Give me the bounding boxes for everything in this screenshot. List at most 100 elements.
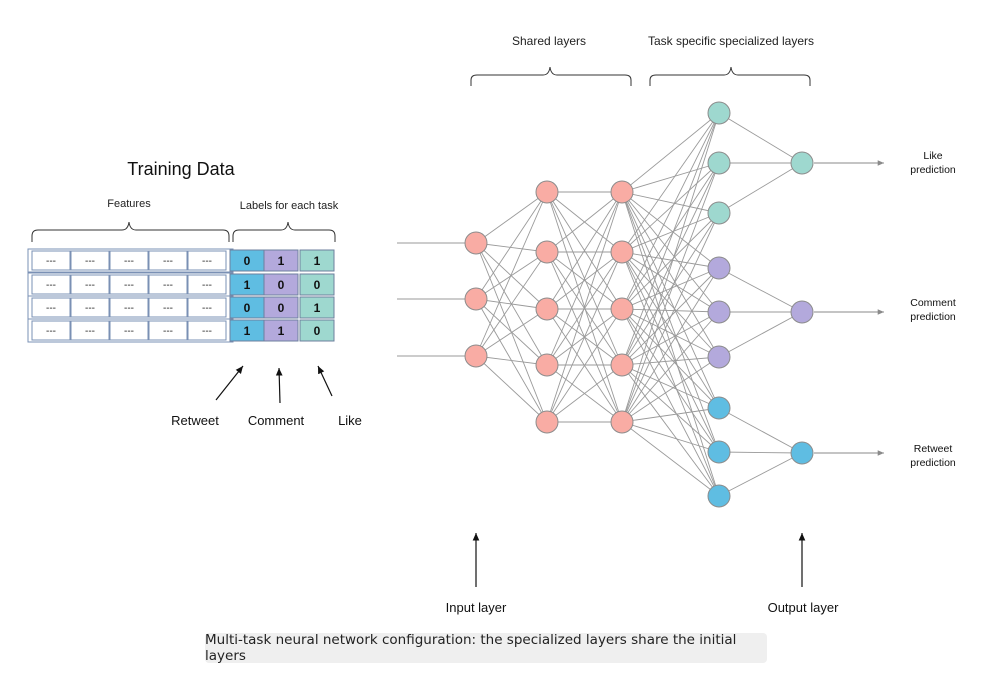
specialized-node: [707, 300, 731, 324]
feature-cell: [148, 274, 188, 295]
network-edge: [621, 112, 720, 310]
labels-label: Labels for each task: [240, 200, 339, 212]
network-edge: [718, 311, 803, 358]
input-node: [464, 231, 488, 255]
network-edge: [718, 452, 803, 497]
input-layer-label: Input layer: [446, 600, 507, 615]
feature-cell: [148, 320, 188, 341]
network-edge: [546, 251, 623, 310]
network-edge: [621, 421, 720, 453]
label-value: 1: [244, 324, 251, 338]
network-edge: [718, 267, 803, 313]
feature-value: ---: [202, 303, 212, 314]
label-cell: [299, 296, 335, 319]
label-cell: [263, 249, 299, 272]
specialized-node: [707, 256, 731, 280]
network-edge: [546, 191, 623, 253]
network-edge: [621, 267, 720, 423]
network-edge: [621, 212, 720, 423]
feature-cell: [148, 297, 188, 318]
network-edge: [621, 251, 720, 269]
network-edge: [621, 191, 720, 214]
shared-node: [610, 180, 634, 204]
network-edge: [475, 251, 548, 300]
network-edge: [475, 242, 548, 253]
label-value: 0: [244, 254, 251, 268]
network-edge: [621, 191, 720, 453]
feature-value: ---: [85, 326, 95, 337]
feature-value: ---: [85, 303, 95, 314]
network-edge: [621, 308, 720, 497]
label-value: 0: [314, 324, 321, 338]
network-edge: [546, 364, 623, 423]
shared-node: [535, 297, 559, 321]
task-layers-label: Task specific specialized layers: [648, 34, 814, 48]
network-edge: [621, 308, 720, 453]
pointer-arrow: [317, 365, 333, 397]
label-cell: [263, 319, 299, 342]
pointer-arrow: [275, 367, 283, 404]
shared-node: [610, 240, 634, 264]
feature-value: ---: [202, 256, 212, 267]
feature-cell: [109, 274, 149, 295]
feature-cell: [187, 297, 227, 318]
network-edge: [621, 212, 720, 310]
network-edge: [475, 251, 548, 357]
network-edge: [546, 191, 623, 310]
network-nodes: [464, 101, 814, 508]
network-edge: [621, 212, 720, 253]
feature-cell: [109, 320, 149, 341]
network-edge: [621, 311, 720, 423]
network-edge: [718, 162, 803, 214]
network-edge: [546, 251, 623, 423]
feature-value: ---: [85, 256, 95, 267]
network-edge: [621, 364, 720, 453]
input-node: [464, 287, 488, 311]
network-edge: [718, 451, 803, 454]
feature-cell: [70, 274, 110, 295]
feature-value: ---: [46, 256, 56, 267]
label-value: 0: [314, 278, 321, 292]
label-value: 1: [314, 301, 321, 315]
feature-value: ---: [124, 280, 134, 291]
label-value: 0: [278, 278, 285, 292]
label-value: 1: [244, 278, 251, 292]
feature-cell: [187, 250, 227, 271]
network-edge: [621, 356, 720, 423]
feature-cell: [31, 250, 71, 271]
network-edge: [621, 251, 720, 313]
network-edge: [621, 308, 720, 409]
network-edge: [475, 191, 548, 244]
shared-node: [610, 297, 634, 321]
network-edge: [621, 191, 720, 269]
label-value: 0: [278, 301, 285, 315]
feature-cell: [109, 297, 149, 318]
label-value: 1: [278, 324, 285, 338]
network-edge: [546, 308, 623, 423]
feature-value: ---: [202, 326, 212, 337]
input-node: [464, 344, 488, 368]
network-edge: [621, 162, 720, 366]
feature-value: ---: [163, 326, 173, 337]
feature-value: ---: [163, 280, 173, 291]
feature-cell: [31, 274, 71, 295]
feature-value: ---: [124, 326, 134, 337]
prediction-label: Retweet: [914, 443, 953, 455]
label-value: 0: [244, 301, 251, 315]
training-table: --- --- --- --- --- 0 1 1 --- --- --- --- --- 1 0 0 --- -…: [27, 248, 335, 343]
feature-cell: [70, 320, 110, 341]
network-edge: [621, 421, 720, 497]
specialized-node: [707, 440, 731, 464]
figure-caption: Multi-task neural network configuration:…: [205, 632, 767, 664]
specialized-node: [707, 396, 731, 420]
shared-layers-brace: [470, 66, 632, 86]
output-layer-label: Output layer: [768, 600, 839, 615]
training-data-title: Training Data: [127, 159, 235, 179]
label-cell: [299, 273, 335, 296]
output-node: [790, 151, 814, 175]
network-edge: [621, 191, 720, 497]
network-edges: [397, 112, 803, 497]
feature-cell: [70, 250, 110, 271]
feature-cell: [148, 250, 188, 271]
